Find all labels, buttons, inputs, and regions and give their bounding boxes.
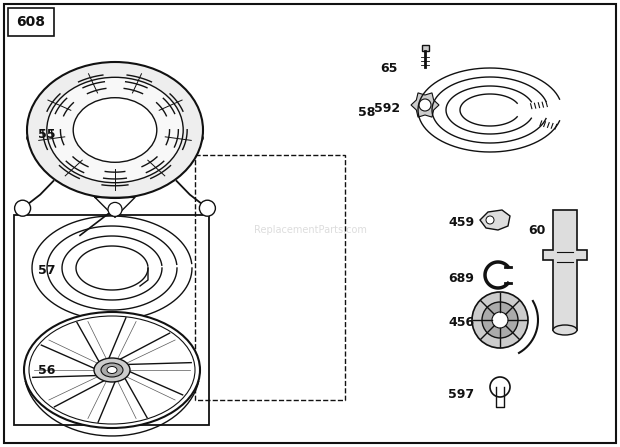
Circle shape (15, 200, 30, 216)
Ellipse shape (101, 363, 123, 377)
Text: 597: 597 (448, 388, 474, 401)
Ellipse shape (46, 77, 183, 183)
Text: 608: 608 (17, 15, 45, 29)
Ellipse shape (27, 123, 203, 153)
Text: ReplacementParts.com: ReplacementParts.com (254, 225, 366, 235)
Ellipse shape (73, 98, 157, 162)
Ellipse shape (94, 358, 130, 382)
Text: 689: 689 (448, 271, 474, 284)
Circle shape (486, 216, 494, 224)
Text: 60: 60 (528, 224, 546, 236)
Polygon shape (411, 93, 439, 117)
Circle shape (482, 302, 518, 338)
Ellipse shape (107, 367, 117, 374)
Text: 456: 456 (448, 316, 474, 329)
Ellipse shape (553, 325, 577, 335)
Circle shape (419, 99, 431, 111)
Text: 65: 65 (380, 62, 397, 75)
Circle shape (472, 292, 528, 348)
Text: 58: 58 (358, 106, 375, 119)
Circle shape (490, 377, 510, 397)
Ellipse shape (24, 312, 200, 428)
Text: 56: 56 (38, 363, 55, 376)
Polygon shape (480, 210, 510, 230)
Circle shape (200, 200, 215, 216)
Text: 55: 55 (38, 128, 56, 142)
Bar (195, 155, 345, 400)
Bar (14, 215, 209, 425)
Circle shape (108, 202, 122, 216)
Circle shape (492, 312, 508, 328)
Bar (422, 45, 428, 51)
Polygon shape (543, 210, 587, 330)
Text: 57: 57 (38, 263, 56, 277)
Text: 459: 459 (448, 215, 474, 228)
Bar (8, 8, 54, 36)
Text: 592: 592 (374, 101, 400, 114)
Ellipse shape (29, 316, 195, 424)
Ellipse shape (27, 62, 203, 198)
